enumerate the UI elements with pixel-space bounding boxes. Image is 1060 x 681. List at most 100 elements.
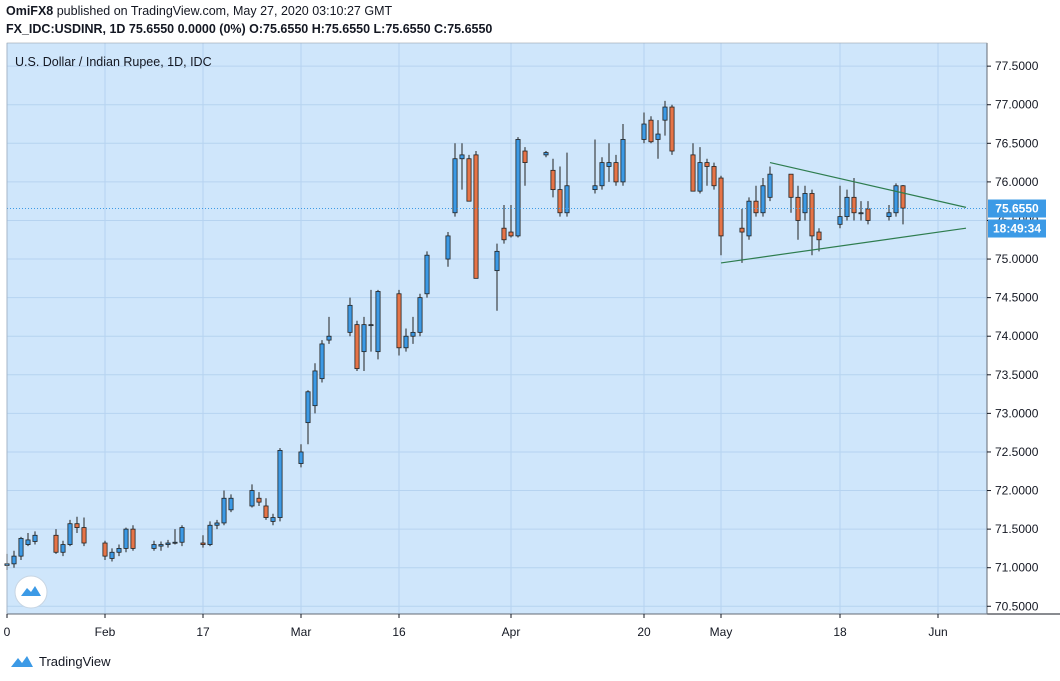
candle <box>396 289 402 356</box>
x-tick-label: Mar <box>291 625 312 639</box>
candle-body <box>102 542 108 557</box>
x-tick-label: Jun <box>928 625 947 639</box>
candle <box>102 540 108 560</box>
candle <box>116 544 122 557</box>
candle-body <box>312 370 318 407</box>
price-axis[interactable] <box>987 43 1060 614</box>
candle <box>312 363 318 414</box>
candle-body <box>256 497 262 503</box>
candle <box>263 498 269 520</box>
candle-body <box>200 542 206 545</box>
y-tick-label: 72.0000 <box>995 484 1039 498</box>
candle <box>606 143 612 182</box>
x-tick-label: 16 <box>392 625 406 639</box>
candle-body <box>844 196 850 218</box>
y-tick-label: 76.5000 <box>995 136 1039 150</box>
candle-body <box>606 162 612 167</box>
last-price-label: 75.6550 <box>995 202 1039 216</box>
candle-body <box>788 173 794 198</box>
candle <box>277 448 283 522</box>
candle-body <box>466 158 472 202</box>
candle <box>270 513 276 526</box>
y-tick-label: 71.0000 <box>995 561 1039 575</box>
plot-border <box>6 42 988 615</box>
candle <box>557 166 563 217</box>
candle-body <box>718 177 724 237</box>
author-name[interactable]: OmiFX8 <box>6 4 54 18</box>
candle <box>158 541 164 551</box>
candle <box>221 490 227 526</box>
candle <box>200 535 206 548</box>
candle-body <box>228 497 234 511</box>
candle-body <box>837 216 843 225</box>
candle <box>900 184 906 225</box>
candle <box>753 185 759 217</box>
candle-body <box>249 490 255 507</box>
candle-body <box>165 542 171 545</box>
candle <box>403 328 409 352</box>
candle-body <box>522 150 528 164</box>
price-axis-ticks: 77.500077.000076.500076.000075.500075.00… <box>987 59 1039 613</box>
candle-body <box>809 193 815 237</box>
trendlines-layer[interactable] <box>720 162 967 264</box>
candle-body <box>32 534 38 542</box>
candle <box>669 104 675 155</box>
last-price-label-bg <box>988 199 1046 218</box>
candle <box>816 228 822 252</box>
y-tick-label: 72.5000 <box>995 445 1039 459</box>
candle-body <box>669 106 675 152</box>
candle <box>760 178 766 217</box>
candle <box>809 189 815 256</box>
plot-area[interactable] <box>7 43 987 614</box>
tradingview-logo-icon[interactable] <box>10 653 34 669</box>
candle-body <box>74 523 80 528</box>
candle <box>32 531 38 545</box>
candle <box>459 143 465 190</box>
candle-body <box>704 162 710 167</box>
candle-body <box>886 212 892 218</box>
candle <box>550 158 556 198</box>
candle <box>228 494 234 513</box>
candle-body <box>25 539 31 545</box>
candle-body <box>158 544 164 547</box>
y-tick-label: 76.0000 <box>995 175 1039 189</box>
candle-body <box>326 335 332 341</box>
candle-body <box>690 154 696 192</box>
candle-body <box>543 152 549 156</box>
candle <box>522 147 528 186</box>
candle <box>739 208 745 263</box>
candle-body <box>620 139 626 183</box>
chart-header: OmiFX8 published on TradingView.com, May… <box>6 2 492 38</box>
candle <box>368 289 374 352</box>
candle-body <box>900 185 906 209</box>
candle-body <box>508 231 514 237</box>
candle <box>172 529 178 545</box>
candle-body <box>123 528 129 549</box>
candle-body <box>18 537 24 557</box>
candle <box>641 112 647 144</box>
candle <box>347 297 353 337</box>
candle-body <box>445 235 451 260</box>
candle <box>11 550 17 568</box>
candle-body <box>711 166 717 187</box>
candle-body <box>396 293 402 349</box>
chart-title: U.S. Dollar / Indian Rupee, 1D, IDC <box>15 55 212 69</box>
candle <box>599 157 605 190</box>
candle <box>473 151 479 279</box>
candle-body <box>361 324 367 353</box>
footer: TradingView <box>10 653 111 669</box>
tradingview-watermark-icon[interactable] <box>14 575 48 609</box>
candle-body <box>81 527 87 544</box>
candle-body <box>347 304 353 333</box>
candle <box>655 120 661 159</box>
countdown-label: 18:49:34 <box>993 222 1041 236</box>
candle <box>802 185 808 221</box>
candle-body <box>515 139 521 237</box>
footer-brand[interactable]: TradingView <box>39 653 111 669</box>
candle-body <box>53 534 59 553</box>
candle <box>53 529 59 554</box>
candle <box>123 527 129 553</box>
candle-body <box>214 522 220 526</box>
candle-body <box>172 541 178 544</box>
